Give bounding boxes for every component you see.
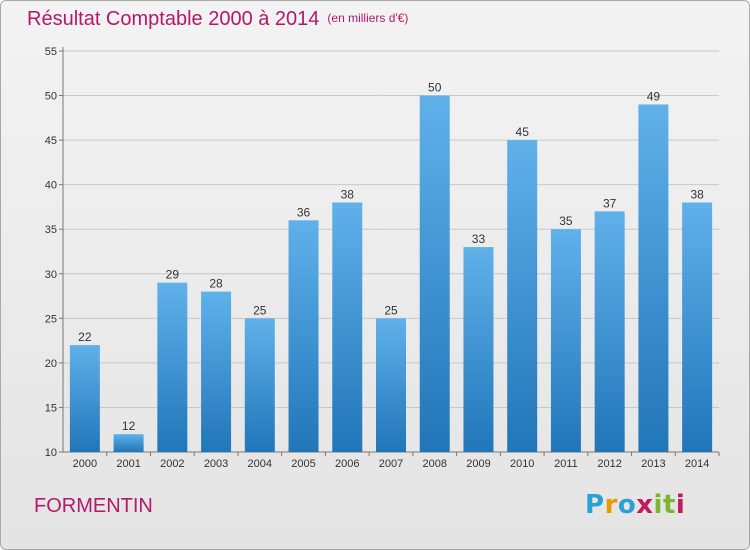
y-tick-label: 45 — [45, 135, 57, 147]
bar — [288, 220, 319, 452]
data-label: 49 — [647, 89, 661, 103]
x-tick-label: 2005 — [291, 458, 315, 470]
bar — [244, 318, 275, 452]
x-tick-label: 2011 — [554, 458, 578, 470]
chart-title: Résultat Comptable 2000 à 2014 (en millie… — [27, 8, 408, 31]
data-label: 12 — [122, 419, 136, 433]
x-tick-label: 2002 — [160, 458, 184, 470]
commune-name: FORMENTIN — [34, 495, 153, 517]
logo-letter: P — [585, 490, 605, 520]
proxiti-logo: Proxiti — [585, 490, 685, 520]
data-label: 36 — [297, 205, 311, 219]
data-label: 45 — [516, 125, 530, 139]
y-tick-label: 10 — [45, 447, 57, 459]
x-tick-label: 2012 — [597, 458, 621, 470]
logo-letter: o — [617, 490, 637, 520]
bar — [638, 104, 669, 452]
data-label: 38 — [690, 187, 704, 201]
y-tick-label: 35 — [45, 224, 57, 236]
y-tick-label: 50 — [45, 91, 57, 103]
bar — [332, 202, 363, 452]
y-tick-label: 55 — [45, 46, 57, 58]
y-tick-label: 20 — [45, 358, 57, 370]
data-label: 50 — [428, 81, 442, 95]
data-label: 25 — [253, 303, 267, 317]
x-tick-label: 2010 — [510, 458, 534, 470]
logo-letter: r — [604, 490, 618, 520]
bar — [113, 434, 144, 452]
data-label: 29 — [166, 268, 180, 282]
bar — [69, 345, 100, 452]
x-tick-label: 2000 — [73, 458, 97, 470]
x-tick-label: 2003 — [204, 458, 228, 470]
bar — [463, 247, 494, 452]
data-label: 37 — [603, 196, 617, 210]
bar — [507, 140, 538, 452]
y-tick-label: 15 — [45, 402, 57, 414]
x-tick-label: 2014 — [685, 458, 709, 470]
bar — [157, 282, 188, 452]
data-label: 25 — [384, 303, 398, 317]
x-tick-label: 2013 — [641, 458, 665, 470]
x-tick-label: 2008 — [422, 458, 446, 470]
data-label: 33 — [472, 232, 486, 246]
bar — [419, 95, 450, 453]
y-tick-label: 30 — [45, 269, 57, 281]
x-tick-label: 2007 — [379, 458, 403, 470]
data-label: 22 — [78, 330, 92, 344]
bar — [594, 211, 625, 452]
data-label: 35 — [559, 214, 573, 228]
logo-letter: i — [653, 490, 663, 520]
x-tick-label: 2004 — [248, 458, 272, 470]
x-tick-label: 2009 — [466, 458, 490, 470]
x-tick-label: 2001 — [116, 458, 140, 470]
logo-letter: i — [675, 490, 686, 520]
bar — [550, 229, 581, 452]
chart-title-text: Résultat Comptable 2000 à 2014 — [27, 8, 320, 30]
bar-chart: 10 15 20 25 30 35 40 45 50 55 22 2000 12 2001 29 2002 28… — [45, 46, 720, 470]
x-tick-label: 2006 — [335, 458, 359, 470]
bar — [376, 318, 406, 452]
chart-unit: (en milliers d'€) — [327, 11, 409, 25]
bar — [682, 202, 713, 452]
data-label: 28 — [209, 277, 223, 291]
logo-letter: x — [636, 490, 654, 520]
logo-letter: t — [662, 490, 676, 520]
data-label: 38 — [341, 187, 355, 201]
y-tick-label: 40 — [45, 180, 57, 192]
y-tick-label: 25 — [45, 313, 57, 325]
bar — [201, 291, 232, 452]
